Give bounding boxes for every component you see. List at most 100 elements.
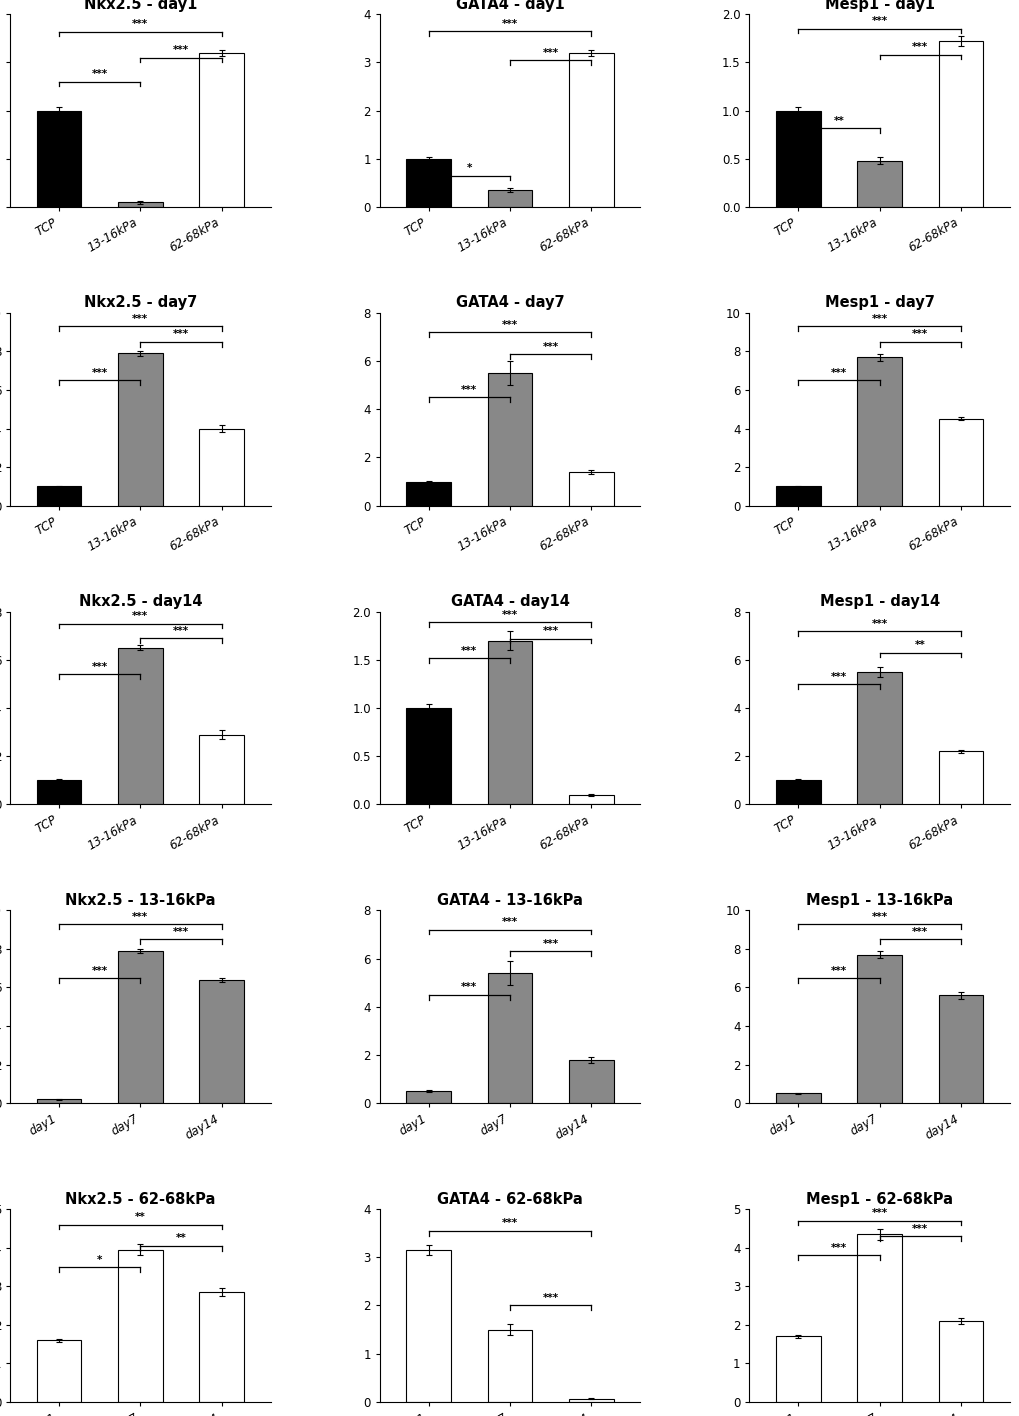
Text: ***: ***	[830, 1243, 846, 1253]
Text: ***: ***	[132, 612, 149, 622]
Text: ***: ***	[173, 927, 189, 937]
Title: Nkx2.5 - day7: Nkx2.5 - day7	[84, 296, 197, 310]
Bar	[406, 481, 450, 506]
Bar	[406, 708, 450, 804]
Text: ***: ***	[461, 385, 477, 395]
Bar	[406, 1092, 450, 1103]
Bar	[406, 159, 450, 207]
Title: Mesp1 - 13-16kPa: Mesp1 - 13-16kPa	[805, 893, 953, 908]
Title: Nkx2.5 - 62-68kPa: Nkx2.5 - 62-68kPa	[65, 1191, 215, 1206]
Text: **: **	[914, 640, 925, 650]
Text: ***: ***	[92, 966, 108, 976]
Bar	[569, 52, 613, 207]
Bar	[118, 952, 163, 1103]
Bar	[569, 794, 613, 804]
Bar	[199, 1291, 244, 1402]
Bar	[775, 1337, 820, 1402]
Bar	[569, 472, 613, 506]
Text: ***: ***	[132, 20, 149, 30]
Title: Mesp1 - 62-68kPa: Mesp1 - 62-68kPa	[805, 1191, 952, 1206]
Bar	[37, 780, 82, 804]
Text: ***: ***	[132, 314, 149, 324]
Bar	[199, 980, 244, 1103]
Title: Nkx2.5 - 13-16kPa: Nkx2.5 - 13-16kPa	[65, 893, 215, 908]
Text: ***: ***	[132, 912, 149, 922]
Bar	[775, 1093, 820, 1103]
Text: ***: ***	[870, 1208, 887, 1218]
Title: GATA4 - day1: GATA4 - day1	[455, 0, 564, 11]
Bar	[406, 1250, 450, 1402]
Bar	[569, 1059, 613, 1103]
Bar	[487, 190, 532, 207]
Text: ***: ***	[542, 48, 558, 58]
Title: Nkx2.5 - day14: Nkx2.5 - day14	[78, 595, 202, 609]
Text: ***: ***	[870, 17, 887, 27]
Bar	[937, 995, 982, 1103]
Text: ***: ***	[870, 912, 887, 922]
Title: GATA4 - 13-16kPa: GATA4 - 13-16kPa	[436, 893, 583, 908]
Title: GATA4 - 62-68kPa: GATA4 - 62-68kPa	[437, 1191, 582, 1206]
Text: ***: ***	[92, 69, 108, 79]
Bar	[37, 110, 82, 207]
Bar	[37, 1340, 82, 1402]
Text: ***: ***	[173, 330, 189, 340]
Bar	[856, 160, 901, 207]
Title: Mesp1 - day1: Mesp1 - day1	[823, 0, 933, 11]
Bar	[856, 357, 901, 506]
Bar	[487, 374, 532, 506]
Text: ***: ***	[92, 661, 108, 673]
Text: ***: ***	[830, 966, 846, 976]
Text: ***: ***	[830, 368, 846, 378]
Bar	[775, 780, 820, 804]
Bar	[487, 640, 532, 804]
Text: ***: ***	[911, 927, 927, 937]
Bar	[937, 752, 982, 804]
Title: Mesp1 - day14: Mesp1 - day14	[819, 595, 938, 609]
Text: ***: ***	[92, 368, 108, 378]
Text: ***: ***	[542, 626, 558, 636]
Text: ***: ***	[173, 626, 189, 636]
Title: Mesp1 - day7: Mesp1 - day7	[824, 296, 933, 310]
Bar	[937, 41, 982, 207]
Text: ***: ***	[501, 1219, 518, 1229]
Text: ***: ***	[542, 1293, 558, 1303]
Bar	[775, 110, 820, 207]
Bar	[118, 202, 163, 207]
Bar	[856, 1235, 901, 1402]
Bar	[37, 486, 82, 506]
Bar	[199, 735, 244, 804]
Bar	[487, 973, 532, 1103]
Text: ***: ***	[501, 18, 518, 28]
Bar	[37, 1099, 82, 1103]
Bar	[937, 1321, 982, 1402]
Bar	[199, 429, 244, 506]
Text: ***: ***	[501, 320, 518, 330]
Title: Nkx2.5 - day1: Nkx2.5 - day1	[84, 0, 197, 11]
Bar	[856, 954, 901, 1103]
Bar	[118, 354, 163, 506]
Bar	[856, 671, 901, 804]
Text: **: **	[833, 116, 844, 126]
Text: ***: ***	[501, 918, 518, 927]
Text: ***: ***	[461, 983, 477, 993]
Text: ***: ***	[501, 610, 518, 620]
Bar	[937, 419, 982, 506]
Bar	[118, 1249, 163, 1402]
Text: ***: ***	[870, 314, 887, 324]
Title: GATA4 - day14: GATA4 - day14	[450, 595, 569, 609]
Bar	[569, 1399, 613, 1402]
Bar	[487, 1330, 532, 1402]
Text: *: *	[466, 163, 472, 173]
Text: ***: ***	[542, 939, 558, 949]
Text: **: **	[135, 1212, 146, 1222]
Text: ***: ***	[830, 671, 846, 681]
Bar	[199, 52, 244, 207]
Bar	[775, 486, 820, 506]
Text: ***: ***	[911, 42, 927, 52]
Text: ***: ***	[461, 646, 477, 656]
Text: **: **	[175, 1233, 186, 1243]
Bar	[118, 647, 163, 804]
Title: GATA4 - day7: GATA4 - day7	[455, 296, 564, 310]
Text: *: *	[97, 1255, 102, 1264]
Text: ***: ***	[911, 1223, 927, 1233]
